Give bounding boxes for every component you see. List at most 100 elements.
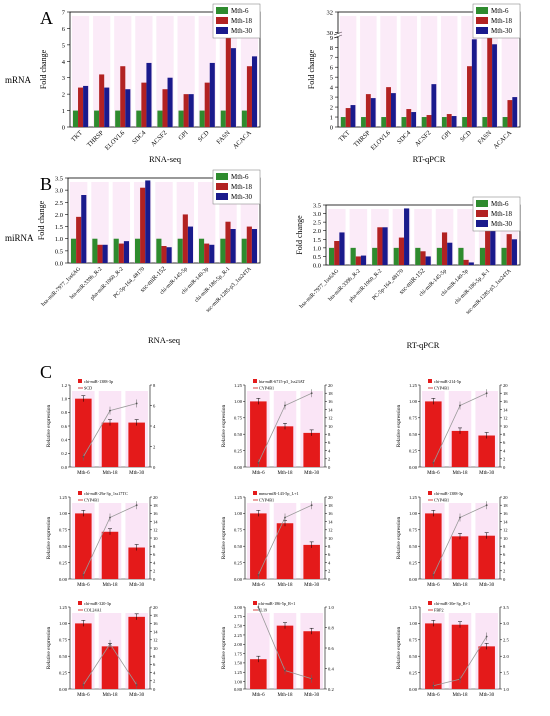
x-tick-label: GPI [177, 129, 189, 141]
bar-mth-6 [501, 247, 507, 265]
bar [250, 659, 267, 689]
bar-mth-30 [251, 56, 258, 127]
line-point [310, 392, 313, 395]
line-point [485, 504, 488, 507]
y-tick-label: 0.0 [61, 465, 67, 470]
y2-tick-label: 16 [153, 621, 158, 626]
y-tick-label: 0.25 [59, 560, 68, 565]
bar-mth-30 [451, 116, 457, 127]
y2-tick-label: 4 [503, 560, 506, 565]
x-tick-label: Mth-30 [479, 471, 495, 476]
y-axis-label: Relative expression [396, 405, 402, 448]
bar-mth-6 [156, 238, 162, 263]
x-tick-label: Mth-18 [103, 471, 119, 476]
line-point [459, 678, 461, 681]
bar [101, 646, 119, 689]
bar-mth-30 [230, 229, 236, 263]
legend-swatch [476, 200, 488, 207]
y2-tick-label: 0 [328, 465, 331, 470]
bar-mth-6 [136, 110, 142, 127]
legend-swatch [476, 7, 488, 14]
legend-bar-label: chi-miR-30e-3p_R+1 [434, 601, 470, 606]
x-tick-label: Mth-30 [304, 583, 320, 588]
x-tick-label: FASN [215, 129, 232, 146]
y-tick-label: 0.00 [409, 465, 418, 470]
x-tick-label: SDC4 [131, 129, 148, 146]
line-point [109, 643, 111, 645]
bar-mth-18 [76, 216, 82, 263]
y2-tick-label: 6 [328, 440, 331, 445]
bar-mth-18 [99, 74, 105, 127]
x-tick-label: hsa-miR-7977_1ss6AG [40, 266, 82, 308]
y-tick-label: 0.75 [59, 638, 68, 643]
bar-mth-30 [447, 242, 453, 265]
x-axis-label: RT-qPCR [413, 154, 446, 164]
y-tick-label: 1.75 [234, 651, 243, 656]
bar-mth-18 [141, 82, 147, 127]
bar-mth-18 [345, 108, 351, 127]
y-tick-label: 0 [330, 125, 333, 132]
y2-tick-label: 16 [328, 399, 333, 404]
y2-tick-label: 4 [503, 448, 506, 453]
y2-tick-label: 10 [328, 424, 333, 429]
y-tick-label: 2.00 [234, 642, 243, 647]
x-tick-label: Mth-30 [129, 583, 145, 588]
line-point [432, 574, 435, 576]
y-tick-label: 0.00 [234, 465, 243, 470]
chart-b-rt-qpcr: 0.0 0.5 1.01.5 2.02.5 3.03.5 hsa-miR-7977_1ss… [295, 196, 521, 350]
x-tick-label: Mth-30 [304, 471, 320, 476]
y2-tick-label: 20 [503, 495, 508, 500]
legend-swatch [476, 220, 488, 227]
bar [276, 523, 294, 579]
bar-mth-30 [167, 77, 173, 127]
y-tick-label: 2.5 [55, 200, 63, 207]
line-point [485, 635, 488, 638]
x-tick-label: ACACA [492, 129, 513, 150]
legend-swatch [476, 210, 488, 217]
y-tick-label: 1.0 [61, 396, 67, 401]
y-axis-label: Relative expression [396, 517, 402, 560]
y2-tick-label: 4 [328, 448, 331, 453]
bar [478, 535, 495, 579]
bar-mth-18 [225, 221, 231, 263]
bar-mth-6 [372, 247, 378, 265]
chart-c1: 0.0 0.2 0.4 0.6 0.8 1.0 1.2 0 2 4 6 8 Mth-6 Mth-18 Mth… [46, 379, 156, 476]
bar [303, 631, 320, 689]
legend-line-label: SCD [84, 386, 92, 391]
bar-mth-18 [355, 256, 361, 265]
bar-mth-6 [381, 117, 387, 127]
y2-tick-label: 18 [328, 503, 333, 508]
legend-bar-swatch [253, 491, 257, 495]
bar-mth-18 [140, 187, 146, 263]
y-tick-label: 3 [62, 75, 65, 82]
bar-mth-30 [251, 229, 258, 263]
y-tick-label: 1.00 [409, 621, 418, 626]
y-tick-label: 0.00 [409, 577, 418, 582]
bar-mth-18 [507, 100, 513, 127]
bar-mth-30 [382, 227, 388, 265]
bar [478, 646, 495, 689]
y2-tick-label: 0 [153, 687, 156, 692]
legend-line-label: CYP4B1 [434, 386, 449, 391]
y-axis-label: Relative expression [221, 405, 227, 448]
bar [75, 623, 92, 689]
y-tick-label: 2 [330, 105, 333, 112]
y2-tick-label: 8 [153, 544, 156, 549]
bar-mth-18 [182, 214, 188, 263]
legend-bar-label: chi-miR-1388-3p [84, 379, 113, 384]
y2-tick-label: 14 [153, 629, 158, 634]
legend-label: Mth-30 [491, 220, 513, 228]
x-tick-label: TKT [70, 129, 84, 143]
y-tick-label: 0.50 [409, 544, 418, 549]
axis-break-mark [333, 31, 343, 36]
bar-mth-18 [334, 241, 340, 265]
legend-label: Mth-18 [491, 210, 513, 218]
x-tick-label: Mth-6 [77, 583, 90, 588]
legend-label: Mth-18 [231, 17, 253, 25]
chart-c9: 0.00 0.25 0.50 0.75 1.00 1.25 1.0 1.5 2.0 2.5 3.0 3… [396, 601, 509, 698]
bar-mth-18 [467, 66, 472, 127]
y2-tick-label: 16 [503, 399, 508, 404]
y-tick-label: 2.0 [313, 228, 321, 235]
y2-tick-label: 4 [153, 670, 156, 675]
